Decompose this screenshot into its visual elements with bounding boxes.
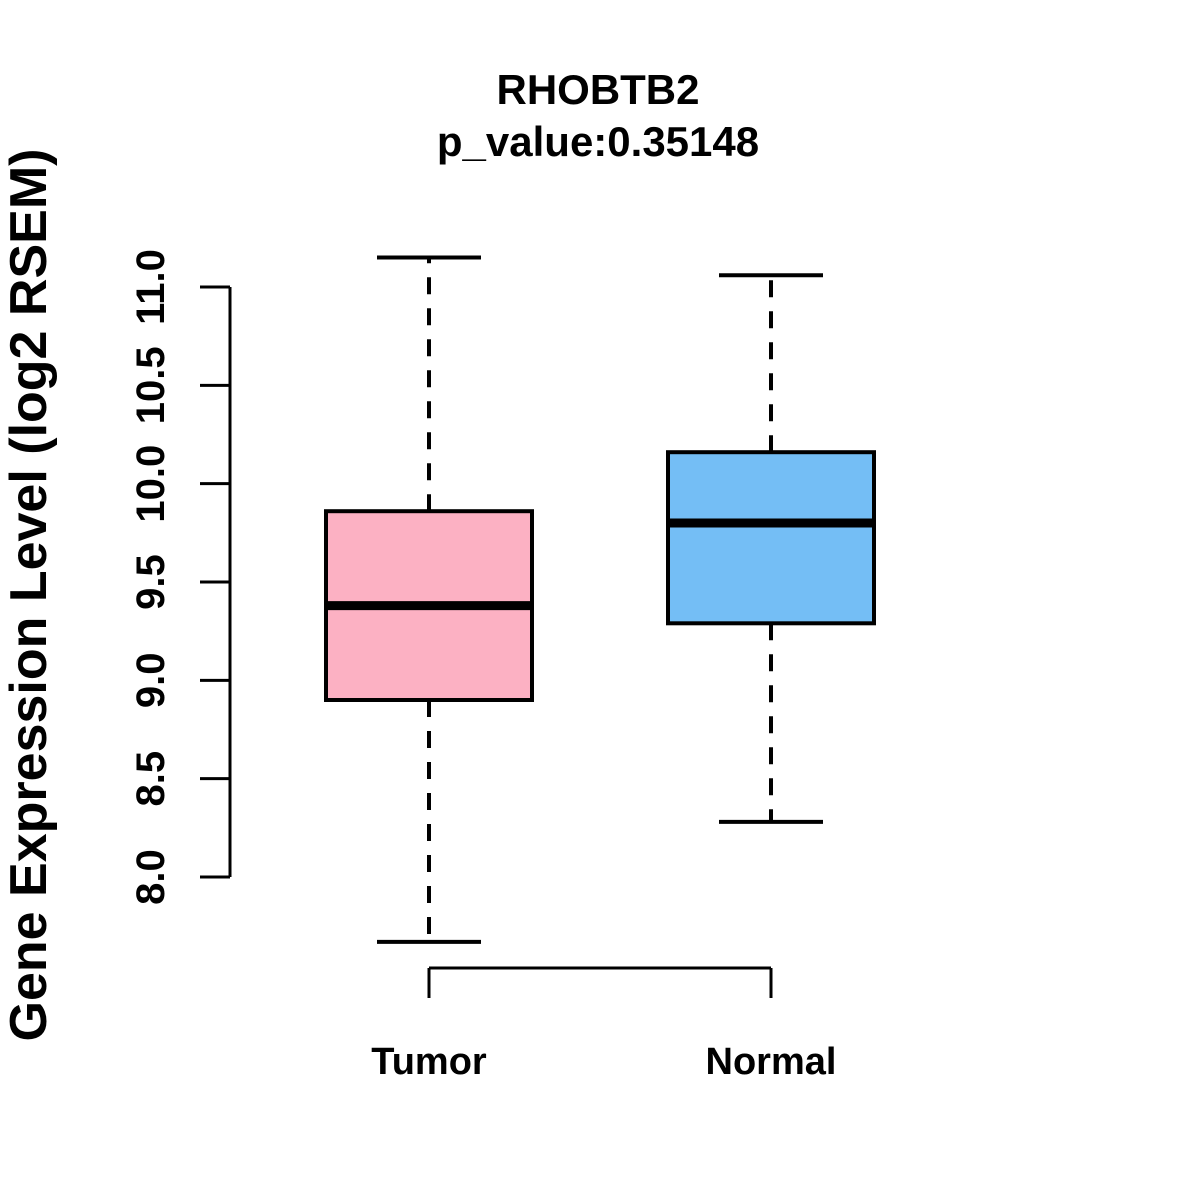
x-category-label-normal: Normal xyxy=(706,1041,837,1083)
plot-elements: 8.0 8.5 9.0 9.5 10.0 10.5 11.0 xyxy=(129,249,876,998)
y-tick-label: 10.5 xyxy=(129,346,173,424)
y-tick-label: 8.5 xyxy=(129,751,173,807)
y-tick-label: 10.0 xyxy=(129,445,173,523)
chart-title: RHOBTB2 xyxy=(496,66,699,113)
x-category-label-tumor: Tumor xyxy=(371,1041,487,1083)
y-axis-label: Gene Expression Level (log2 RSEM) xyxy=(0,149,58,1042)
y-tick-label: 9.0 xyxy=(129,653,173,709)
box-normal xyxy=(666,450,876,626)
y-tick-label: 9.5 xyxy=(129,554,173,610)
y-tick-label: 11.0 xyxy=(129,249,173,325)
y-tick-label: 8.0 xyxy=(129,849,173,905)
chart-subtitle: p_value:0.35148 xyxy=(437,118,759,165)
